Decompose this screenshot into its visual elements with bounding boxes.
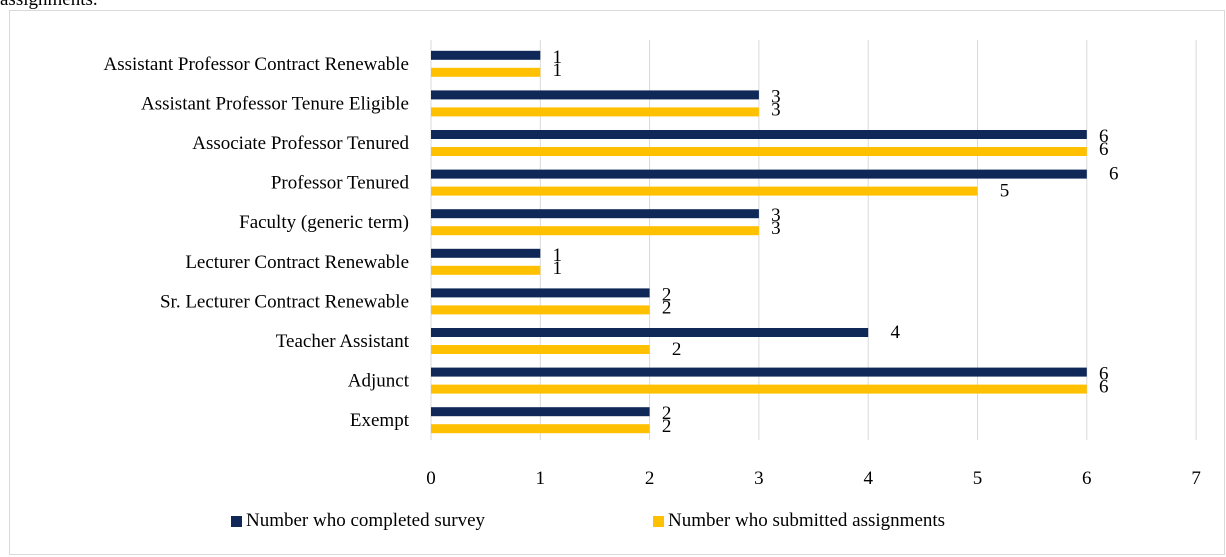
x-tick-label: 5: [973, 468, 983, 489]
data-label-submitted: 6: [1099, 377, 1109, 398]
data-label-submitted: 2: [662, 297, 672, 318]
x-tick-label: 3: [754, 468, 764, 489]
data-label-completed: 1: [553, 245, 563, 266]
bar-submitted: [431, 384, 1087, 394]
gridlines: [430, 40, 1197, 440]
data-label-submitted: 1: [553, 60, 563, 81]
category-label: Teacher Assistant: [276, 331, 410, 352]
legend-swatch-submitted: [653, 515, 664, 527]
bar-submitted: [431, 424, 650, 434]
legend-item-completed: Number who completed survey: [231, 510, 485, 532]
bar-completed: [431, 90, 759, 100]
legend-swatch-completed: [231, 515, 242, 527]
bar-completed: [431, 328, 869, 337]
bars: [431, 50, 1087, 434]
x-tick-label: 6: [1082, 468, 1092, 489]
category-label: Sr. Lecturer Contract Renewable: [160, 291, 409, 312]
bar-submitted: [431, 265, 541, 275]
category-label: Associate Professor Tenured: [192, 133, 409, 154]
category-label: Assistant Professor Contract Renewable: [103, 54, 409, 75]
bar-completed: [431, 407, 650, 417]
bar-submitted: [431, 107, 759, 117]
data-label-submitted: 5: [1000, 181, 1010, 202]
bar-completed: [431, 367, 1087, 377]
category-labels: Assistant Professor Contract Renewable As…: [103, 54, 409, 431]
x-axis-ticks: 0 1 2 3 4 5 6 7: [426, 468, 1201, 489]
bar-submitted: [431, 305, 650, 315]
category-label: Exempt: [350, 410, 410, 431]
data-label-completed: 3: [771, 205, 781, 226]
data-label-submitted: 3: [771, 218, 781, 239]
bar-submitted: [431, 147, 1087, 156]
data-label-completed: 3: [771, 86, 781, 107]
data-label-submitted: 6: [1099, 139, 1109, 160]
data-label-submitted: 2: [672, 339, 682, 360]
category-label: Adjunct: [348, 371, 410, 392]
data-label-submitted: 2: [662, 416, 672, 437]
legend-label-completed: Number who completed survey: [246, 510, 486, 531]
data-label-completed: 2: [662, 284, 672, 305]
data-label-completed: 4: [890, 322, 900, 343]
bar-completed: [431, 209, 759, 219]
bar-completed: [431, 169, 1087, 179]
x-tick-label: 7: [1191, 468, 1201, 489]
preceding-text-fragment: assignments.: [0, 0, 98, 10]
bar-completed: [431, 248, 541, 258]
bar-submitted: [431, 345, 650, 354]
data-label-completed: 6: [1109, 164, 1119, 185]
data-label-submitted: 3: [771, 99, 781, 120]
data-label-completed: 6: [1099, 364, 1109, 385]
x-tick-label: 2: [645, 468, 655, 489]
data-label-completed: 1: [553, 47, 563, 68]
data-label-completed: 6: [1099, 126, 1109, 147]
x-tick-label: 4: [863, 468, 873, 489]
category-label: Assistant Professor Tenure Eligible: [141, 93, 409, 114]
bar-submitted: [431, 67, 541, 77]
legend-item-submitted: Number who submitted assignments: [653, 510, 945, 532]
bar-completed: [431, 288, 650, 298]
category-label: Faculty (generic term): [239, 212, 409, 233]
x-tick-label: 0: [426, 468, 436, 489]
legend-label-submitted: Number who submitted assignments: [668, 510, 946, 531]
category-label: Professor Tenured: [271, 173, 410, 194]
chart-frame: [9, 10, 1225, 555]
category-label: Lecturer Contract Renewable: [185, 252, 409, 273]
data-label-submitted: 1: [553, 258, 563, 279]
bar-completed: [431, 130, 1087, 139]
bar-submitted: [431, 226, 759, 236]
bar-submitted: [431, 186, 978, 196]
x-tick-label: 1: [536, 468, 546, 489]
bar-completed: [431, 50, 541, 60]
data-label-completed: 2: [662, 403, 672, 424]
